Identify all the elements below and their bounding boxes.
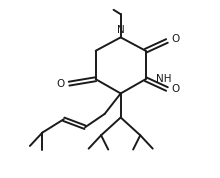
Text: O: O — [171, 84, 180, 94]
Text: O: O — [56, 79, 65, 89]
Text: NH: NH — [156, 74, 172, 84]
Text: N: N — [117, 25, 125, 35]
Text: O: O — [171, 34, 180, 44]
